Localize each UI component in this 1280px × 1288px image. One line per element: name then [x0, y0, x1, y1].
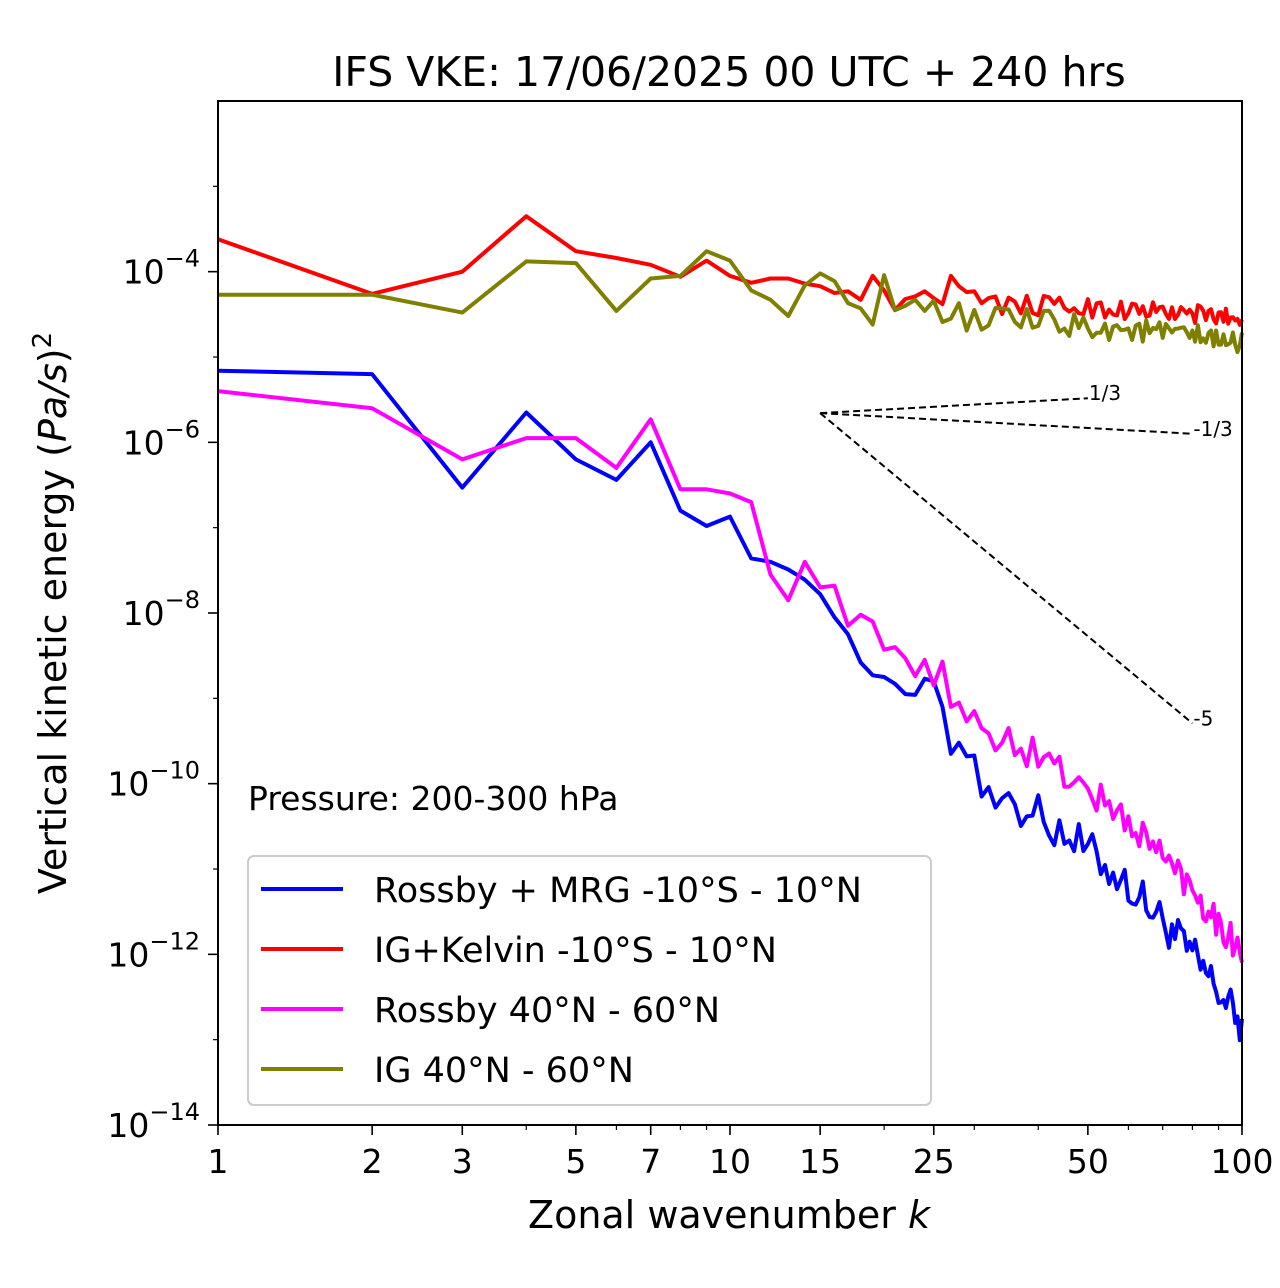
x-tick-label: 50: [1067, 1142, 1109, 1181]
series-line-1: [217, 368, 1244, 1043]
x-tick-label: 15: [799, 1142, 841, 1181]
x-tick-label: 7: [640, 1142, 661, 1181]
x-tick-label: 10: [709, 1142, 751, 1181]
y-tick-label: 10−12: [107, 927, 200, 974]
reference-line: [820, 412, 1193, 435]
legend-label: Rossby 40°N - 60°N: [374, 991, 720, 1031]
reference-line: [820, 397, 1088, 415]
y-axis-label: Vertical kinetic energy (Pa/s)2: [28, 332, 75, 894]
series-line-4: [218, 249, 1244, 355]
y-tick-label: 10−6: [123, 415, 200, 462]
x-axis-label: Zonal wavenumber k: [528, 1193, 932, 1237]
plot-area: [217, 214, 1244, 1043]
chart-title: IFS VKE: 17/06/2025 00 UTC + 240 hrs: [332, 48, 1125, 96]
y-axis: 10−4 10−6 10−8 10−10 10−12 10−14: [107, 185, 218, 1145]
reference-line: [819, 412, 1194, 725]
pressure-annotation: Pressure: 200-300 hPa: [248, 779, 618, 818]
y-tick-label: 10−8: [123, 586, 200, 633]
x-tick-label: 5: [565, 1142, 586, 1181]
reference-slope-lines: 1/3 -1/3 -5: [819, 381, 1233, 730]
legend-label: IG+Kelvin -10°S - 10°N: [374, 931, 777, 971]
x-axis: 1 2 3 5 7 10 15 25 50 100: [208, 1125, 1274, 1181]
x-tick-label: 100: [1211, 1142, 1274, 1181]
series-line-3: [217, 389, 1244, 964]
y-tick-label: 10−4: [123, 245, 200, 292]
x-tick-label: 25: [913, 1142, 955, 1181]
y-tick-label: 10−14: [107, 1098, 200, 1145]
legend: Rossby + MRG -10°S - 10°N IG+Kelvin -10°S…: [247, 855, 932, 1106]
legend-label: IG 40°N - 60°N: [374, 1051, 634, 1091]
reference-line-label: -5: [1193, 706, 1213, 730]
reference-line-label: -1/3: [1193, 417, 1232, 441]
legend-box: [247, 855, 932, 1106]
series-line-2: [217, 214, 1244, 327]
x-axis-label-text: Zonal wavenumber: [528, 1193, 908, 1237]
x-tick-label: 2: [362, 1142, 383, 1181]
x-tick-label: 3: [452, 1142, 473, 1181]
reference-line-label: 1/3: [1089, 381, 1121, 405]
x-tick-label: 1: [208, 1142, 229, 1181]
y-tick-label: 10−10: [107, 757, 200, 804]
legend-label: Rossby + MRG -10°S - 10°N: [374, 871, 862, 911]
